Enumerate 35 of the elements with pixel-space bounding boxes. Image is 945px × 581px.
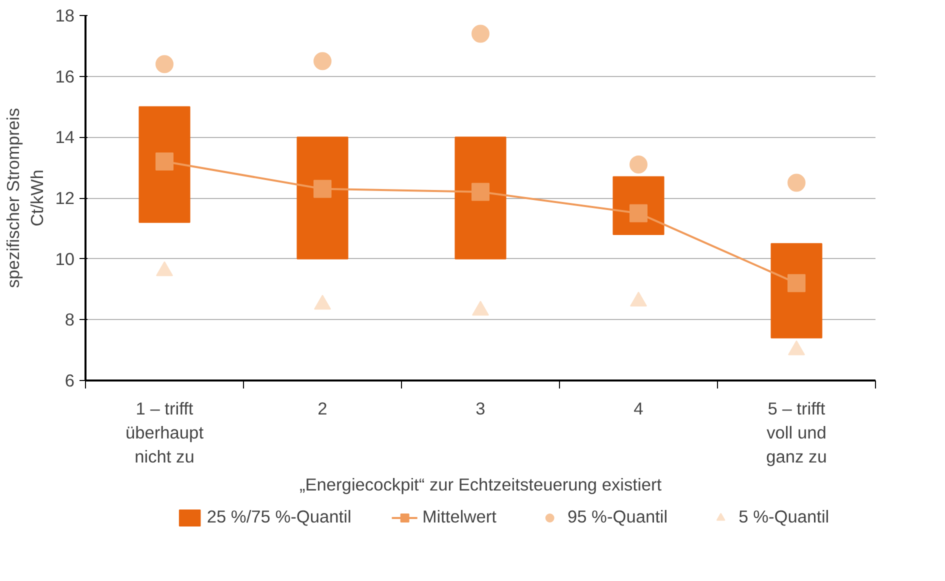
y-tick-label: 16: [55, 66, 75, 86]
bar: [454, 136, 506, 260]
legend-label: 95 %-Quantil: [567, 506, 668, 528]
legend-label: 25 %/75 %-Quantil: [206, 506, 352, 528]
y-tick-label: 6: [64, 370, 75, 390]
point: [156, 152, 174, 170]
point: [788, 340, 805, 356]
y-tick-label: 18: [55, 6, 75, 26]
y-tick-label: 10: [55, 248, 75, 269]
point: [314, 294, 331, 310]
y-tick-label: 14: [55, 127, 75, 148]
legend-label: 5 %-Quantil: [738, 506, 830, 528]
point: [314, 180, 332, 198]
point: [314, 52, 332, 70]
point: [156, 261, 173, 276]
x-tick-label: 2: [318, 398, 328, 418]
x-tick-label: 5 – trifft voll und ganz zu: [766, 398, 827, 466]
point: [472, 24, 490, 43]
x-axis-title: „Energiecockpit“ zur Echtzeitsteuerung existiert: [299, 474, 662, 494]
y-tick-label: 12: [55, 188, 75, 208]
legend-label: Mittelwert: [422, 506, 496, 528]
bar: [770, 243, 822, 338]
bar: [296, 136, 348, 260]
y-tick-label: 8: [64, 310, 75, 330]
point: [156, 55, 174, 74]
point: [788, 174, 806, 192]
bar: [138, 106, 190, 223]
x-tick-label: 3: [476, 398, 486, 418]
x-tick-label: 4: [634, 398, 644, 418]
y-axis-title: spezifischer Strompreis Ct/kWh: [3, 108, 48, 288]
point: [472, 300, 489, 316]
x-tick-label: 1 – trifft überhaupt nicht zu: [125, 398, 204, 466]
point: [630, 292, 647, 307]
point: [630, 156, 648, 174]
point: [472, 182, 490, 201]
